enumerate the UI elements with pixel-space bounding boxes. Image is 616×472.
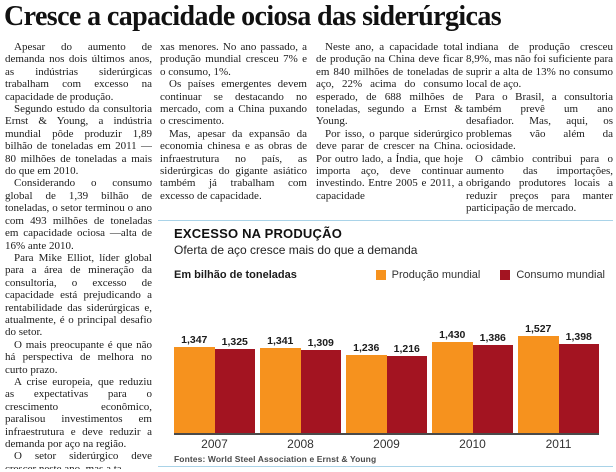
legend-label: Consumo mundial bbox=[516, 269, 605, 281]
bar-group-2011: 1,527 1,398 bbox=[518, 323, 599, 433]
article-column-3: Neste ano, a capacidade total de produçã… bbox=[316, 41, 463, 215]
bar-value-label: 1,398 bbox=[565, 331, 592, 344]
x-tick-2009: 2009 bbox=[373, 437, 400, 451]
bar-consumo-mundial-2008: 1,309 bbox=[300, 337, 341, 433]
article-paragraph: indiana de produção cresceu 8,9%, mas nã… bbox=[466, 41, 613, 91]
bar-value-label: 1,386 bbox=[479, 332, 506, 344]
article-paragraph: A crise europeia, que reduziu as expecta… bbox=[5, 375, 152, 450]
article-column-4: indiana de produção cresceu 8,9%, mas nã… bbox=[466, 41, 613, 215]
legend-swatch-icon bbox=[500, 270, 511, 280]
bar-group-2010: 1,430 1,386 bbox=[432, 329, 513, 433]
legend-swatch-icon bbox=[375, 270, 386, 280]
bar-group-2009: 1,236 1,216 bbox=[346, 342, 427, 433]
bar-consumo-mundial-2011: 1,398 bbox=[558, 331, 599, 433]
bar-produção-mundial-2007: 1,347 bbox=[174, 334, 215, 433]
chart-source: Fontes: World Steel Association e Ernst … bbox=[174, 454, 377, 464]
article-paragraph: Para o Brasil, a consultoria também prev… bbox=[466, 90, 613, 153]
article-paragraph: Neste ano, a capacidade total de produçã… bbox=[316, 41, 463, 128]
bar-produção-mundial-2011: 1,527 bbox=[518, 323, 559, 433]
article-paragraph: O setor siderúrgico deve crescer neste a… bbox=[5, 450, 152, 469]
bar-produção-mundial-2010: 1,430 bbox=[432, 329, 473, 433]
chart-unit-label: Em bilhão de toneladas bbox=[174, 269, 297, 281]
x-tick-2008: 2008 bbox=[287, 437, 314, 451]
article-column-2: xas menores. No ano passado, a produção … bbox=[160, 41, 307, 215]
bar-consumo-mundial-2007: 1,325 bbox=[214, 336, 255, 433]
bar-value-label: 1,325 bbox=[221, 335, 248, 348]
bar-chart-plot: 1,347 1,325 1,341 1,309 1,236 1,216 1,430 1,386… bbox=[174, 310, 599, 435]
article-paragraph: Segundo estudo da consultoria Ernst & Yo… bbox=[5, 103, 152, 178]
bar-value-label: 1,430 bbox=[439, 329, 466, 342]
headline: Cresce a capacidade ociosa das siderúrgi… bbox=[4, 1, 502, 32]
x-tick-2010: 2010 bbox=[459, 437, 486, 451]
article-paragraph: Mas, apesar da expansão da economia chin… bbox=[160, 127, 307, 202]
legend-label: Produção mundial bbox=[391, 269, 481, 281]
chart-top-divider bbox=[158, 220, 613, 221]
legend-item: Produção mundial bbox=[375, 269, 481, 281]
article-paragraph: xas menores. No ano passado, a produção … bbox=[160, 41, 307, 78]
article-paragraph: Os países emergentes devem continuar se … bbox=[160, 78, 307, 128]
article-paragraph: Apesar do aumento de demanda nos dois úl… bbox=[5, 41, 152, 103]
x-tick-2011: 2011 bbox=[545, 437, 572, 451]
article-paragraph: O câmbio contribui para o aumento das im… bbox=[466, 152, 613, 215]
chart-subtitle: Oferta de aço cresce mais do que a deman… bbox=[174, 243, 418, 257]
article-paragraph: O mais preocupante é que não há perspect… bbox=[5, 338, 152, 376]
x-axis-labels: 2007 2008 2009 2010 2011 bbox=[174, 437, 599, 451]
chart-bottom-divider bbox=[158, 466, 613, 467]
x-tick-2007: 2007 bbox=[201, 437, 228, 451]
bar-consumo-mundial-2009: 1,216 bbox=[386, 343, 427, 433]
bar-value-label: 1,347 bbox=[181, 334, 208, 347]
bar-value-label: 1,309 bbox=[307, 336, 334, 349]
article-paragraph: Por isso, o parque siderúrgico deve para… bbox=[316, 127, 463, 202]
chart-panel: EXCESSO NA PRODUÇÃO Oferta de aço cresce… bbox=[158, 218, 613, 472]
bar-value-label: 1,216 bbox=[393, 342, 420, 355]
bar-consumo-mundial-2010: 1,386 bbox=[472, 332, 513, 433]
bar-value-label: 1,341 bbox=[267, 334, 294, 347]
article-paragraph: Considerando o consumo global de 1,39 bi… bbox=[5, 177, 152, 252]
bar-group-2007: 1,347 1,325 bbox=[174, 334, 255, 433]
legend-item: Consumo mundial bbox=[500, 269, 605, 281]
chart-title: EXCESSO NA PRODUÇÃO bbox=[174, 226, 343, 241]
bar-produção-mundial-2008: 1,341 bbox=[260, 335, 301, 433]
bar-group-2008: 1,341 1,309 bbox=[260, 335, 341, 433]
bar-produção-mundial-2009: 1,236 bbox=[346, 342, 387, 433]
bar-value-label: 1,527 bbox=[525, 323, 552, 335]
article-paragraph: Para Mike Elliot, líder global para a ár… bbox=[5, 251, 152, 339]
article-column-1: Apesar do aumento de demanda nos dois úl… bbox=[5, 41, 152, 469]
chart-legend: Produção mundial Consumo mundial bbox=[375, 269, 605, 281]
chart-meta-row: Em bilhão de toneladas Produção mundial C… bbox=[174, 269, 605, 281]
bar-value-label: 1,236 bbox=[353, 341, 380, 354]
